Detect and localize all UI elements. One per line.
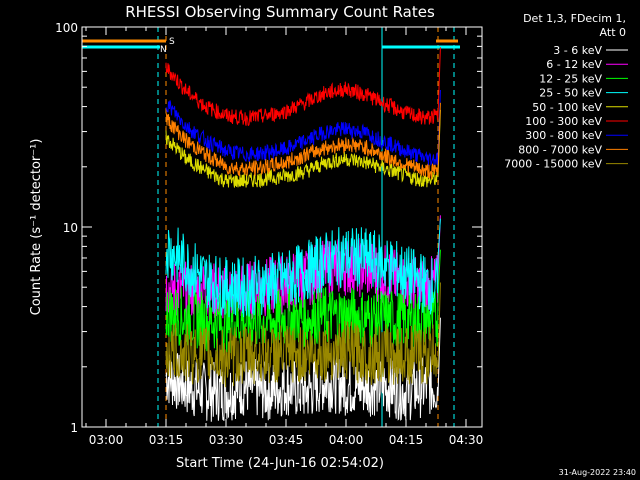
series-line-3: [165, 218, 441, 318]
x-tick-label: 03:45: [269, 433, 304, 447]
timestamp: 31-Aug-2022 23:40: [559, 468, 636, 477]
flag-label-s: S: [169, 37, 175, 47]
series-line-4: [165, 109, 441, 189]
x-tick-label: 03:30: [209, 433, 244, 447]
x-axis-label: Start Time (24-Jun-16 02:54:02): [176, 456, 384, 471]
y-axis-label: Count Rate (s⁻¹ detector⁻¹): [29, 139, 44, 316]
legend-label: 50 - 100 keV: [532, 101, 602, 114]
legend-label: 100 - 300 keV: [525, 115, 602, 128]
x-tick-label: 04:15: [389, 433, 424, 447]
legend-label: 6 - 12 keV: [546, 58, 602, 71]
x-tick-label: 03:15: [149, 433, 184, 447]
flag-label-n: N: [160, 45, 167, 55]
x-tick-label: 03:00: [89, 433, 124, 447]
chart-title: RHESSI Observing Summary Count Rates: [125, 3, 435, 21]
legend-label: 7000 - 15000 keV: [504, 158, 602, 171]
x-tick-label: 04:30: [449, 433, 484, 447]
series-line-6: [165, 89, 441, 166]
legend-label: 25 - 50 keV: [539, 87, 602, 100]
y-tick-label: 1: [70, 421, 78, 435]
series-line-5: [165, 47, 441, 127]
legend-header: Att 0: [600, 26, 626, 39]
plot-area: SN: [81, 27, 460, 427]
series-line-2: [165, 249, 441, 355]
legend-label: 800 - 7000 keV: [518, 143, 602, 156]
x-tick-label: 04:00: [329, 433, 364, 447]
legend-label: 300 - 800 keV: [525, 129, 602, 142]
series-line-7: [165, 102, 441, 179]
y-tick-label: 10: [63, 221, 78, 235]
legend-label: 12 - 25 keV: [539, 72, 602, 85]
legend-header: Det 1,3, FDecim 1,: [523, 12, 626, 25]
legend-label: 3 - 6 keV: [553, 44, 602, 57]
axes: 03:00 03:15 03:30 03:45 04:00 04:15 04:30 1 10 10…: [55, 21, 483, 447]
series-line-8: [165, 282, 441, 388]
y-tick-label: 100: [55, 21, 78, 35]
